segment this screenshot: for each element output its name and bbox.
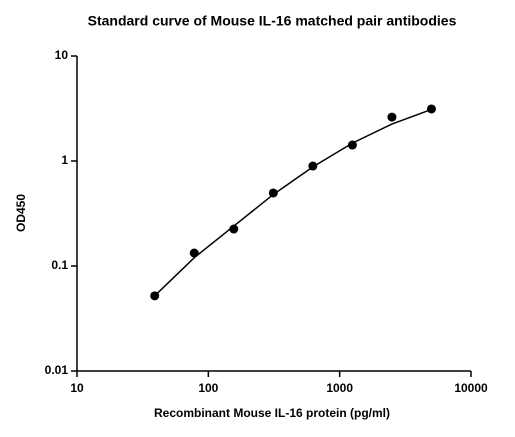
- data-point: [387, 112, 397, 122]
- fit-curve: [154, 108, 432, 297]
- x-axis-label: Recombinant Mouse IL-16 protein (pg/ml): [154, 406, 390, 420]
- data-point: [229, 224, 239, 234]
- chart-title: Standard curve of Mouse IL-16 matched pa…: [88, 13, 457, 29]
- y-tick-label: 1: [61, 153, 68, 167]
- x-tick-label: 100: [198, 381, 218, 395]
- y-axis-label: OD450: [14, 194, 28, 232]
- x-tick-label: 1000: [326, 381, 353, 395]
- y-tick-label: 0.1: [51, 258, 68, 272]
- y-tick-label: 0.01: [45, 363, 69, 377]
- data-point: [347, 140, 357, 150]
- data-point: [268, 188, 278, 198]
- y-tick-label: 10: [55, 48, 69, 62]
- data-point: [426, 104, 436, 114]
- data-point: [150, 291, 160, 301]
- x-tick-label: 10: [70, 381, 84, 395]
- data-point: [308, 161, 318, 171]
- x-tick-label: 10000: [454, 381, 488, 395]
- data-point: [189, 248, 199, 258]
